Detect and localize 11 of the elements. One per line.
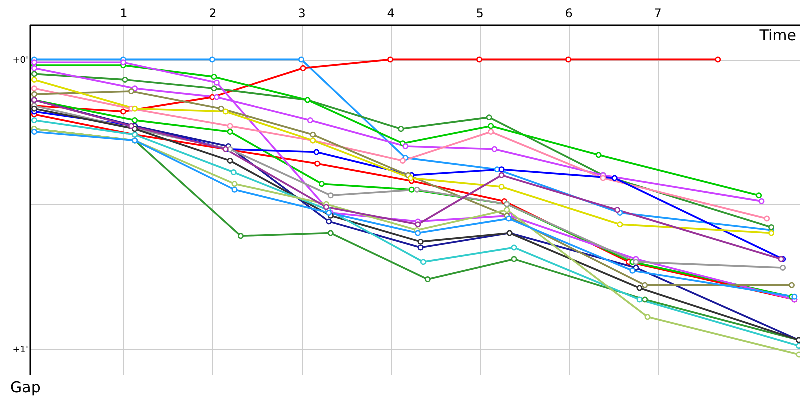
y-tick-label: +1' [12, 345, 28, 356]
x-tick-label: 6 [565, 6, 573, 20]
x-tick-label: 7 [654, 6, 662, 20]
x-tick-label: 3 [298, 6, 306, 20]
y-tick-label: +0' [12, 56, 28, 66]
x-axis-title: Time [758, 26, 796, 44]
y-axis-title: Gap [10, 378, 41, 396]
x-tick-label: 5 [476, 6, 484, 20]
x-tick-label: 2 [209, 6, 217, 20]
x-tick-label: 1 [120, 6, 128, 20]
x-tick-label: 4 [387, 6, 395, 20]
